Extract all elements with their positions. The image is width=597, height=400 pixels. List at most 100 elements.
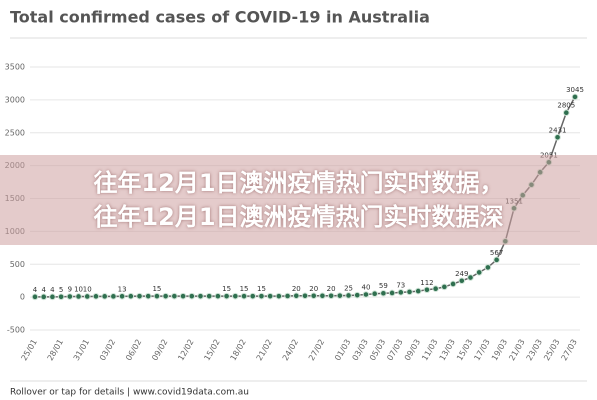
overlay-text: 往年12月1日澳洲疫情热门实时数据深	[93, 203, 504, 231]
y-tick-label: 0	[20, 293, 25, 302]
marker	[554, 133, 561, 141]
data-label: 2431	[549, 126, 567, 134]
marker	[232, 292, 239, 300]
data-label: 3045	[566, 86, 584, 94]
marker	[301, 292, 309, 300]
x-tick-label: 01/03	[333, 338, 352, 362]
marker	[188, 292, 196, 300]
marker	[118, 292, 126, 300]
data-label: 5	[59, 286, 63, 294]
marker	[249, 292, 257, 300]
data-label: 40	[362, 283, 371, 291]
marker	[345, 292, 352, 299]
x-tick-label: 12/02	[176, 338, 195, 362]
x-tick-label: 19/03	[490, 338, 509, 362]
marker	[432, 285, 439, 293]
x-tick-label: 21/02	[255, 338, 274, 362]
data-label: 15	[240, 285, 249, 293]
data-label: 112	[420, 279, 433, 287]
marker	[319, 292, 326, 300]
marker	[414, 287, 422, 295]
data-label: 2805	[557, 102, 575, 110]
marker	[423, 286, 431, 294]
y-tick-label: 3000	[5, 95, 25, 104]
marker	[310, 292, 318, 300]
marker	[144, 292, 152, 300]
data-label: 10	[83, 285, 92, 293]
marker	[449, 280, 457, 288]
x-tick-label: 17/03	[472, 338, 491, 362]
marker	[171, 292, 178, 300]
marker	[83, 293, 91, 300]
data-label: 4	[33, 286, 38, 294]
marker	[467, 274, 474, 281]
data-label: 15	[152, 285, 161, 293]
marker	[31, 293, 39, 301]
y-tick-label: 2500	[5, 128, 25, 137]
x-tick-label: 24/02	[281, 338, 300, 362]
marker	[197, 292, 204, 300]
marker	[179, 292, 187, 300]
marker	[336, 292, 344, 299]
data-label: 13	[118, 285, 127, 293]
data-label: 10	[74, 285, 83, 293]
marker	[493, 256, 500, 264]
marker	[127, 292, 135, 300]
marker	[475, 269, 483, 276]
marker	[57, 293, 65, 301]
chart-title: Total confirmed cases of COVID-19 in Aus…	[10, 8, 430, 27]
data-label: 59	[379, 282, 388, 290]
marker	[40, 293, 48, 301]
marker	[162, 292, 169, 300]
marker	[388, 289, 396, 297]
overlay-text: 往年12月1日澳洲疫情热门实时数据，	[93, 169, 504, 197]
marker	[110, 293, 117, 300]
marker	[49, 293, 56, 301]
marker	[266, 292, 274, 300]
x-tick-label: 07/03	[385, 338, 404, 362]
marker	[205, 292, 213, 300]
marker	[101, 293, 108, 300]
footer: Rollover or tap for details | www.covid1…	[10, 388, 249, 398]
x-tick-label: 09/02	[150, 338, 169, 362]
data-label: 20	[309, 285, 318, 293]
marker	[284, 292, 291, 300]
marker	[66, 293, 74, 300]
x-tick-label: 06/02	[124, 338, 143, 362]
marker	[75, 293, 82, 300]
x-tick-label: 27/03	[560, 338, 579, 362]
x-tick-label: 28/01	[46, 338, 65, 362]
data-label: 73	[396, 281, 405, 289]
marker	[371, 290, 378, 298]
y-tick-label: -500	[7, 326, 25, 335]
x-tick-label: 03/02	[98, 338, 117, 362]
marker	[362, 291, 370, 298]
x-tick-label: 15/03	[455, 338, 474, 362]
x-tick-label: 25/03	[542, 338, 561, 362]
marker	[240, 292, 248, 300]
marker	[258, 292, 265, 300]
marker	[458, 277, 466, 285]
x-tick-label: 27/02	[307, 338, 326, 362]
data-label: 20	[292, 285, 301, 293]
x-tick-label: 09/03	[403, 338, 422, 362]
marker	[571, 93, 579, 101]
x-tick-label: 11/03	[420, 338, 439, 362]
overlay-banner: 往年12月1日澳洲疫情热门实时数据， 往年12月1日澳洲疫情热门实时数据深	[0, 155, 597, 245]
marker	[275, 292, 283, 300]
data-label: 567	[490, 249, 503, 257]
marker	[153, 292, 161, 300]
x-tick-label: 05/03	[368, 338, 387, 362]
x-tick-label: 03/03	[351, 338, 370, 362]
x-tick-label: 21/03	[507, 338, 526, 362]
marker	[327, 292, 335, 300]
x-tick-label: 31/01	[72, 338, 91, 362]
x-tick-label: 25/01	[20, 338, 39, 362]
marker	[292, 292, 300, 300]
data-label: 9	[68, 286, 72, 294]
data-label: 249	[455, 270, 468, 278]
x-tick-label: 23/03	[525, 338, 544, 362]
marker	[397, 289, 405, 296]
marker	[484, 264, 492, 271]
data-label: 15	[222, 285, 231, 293]
